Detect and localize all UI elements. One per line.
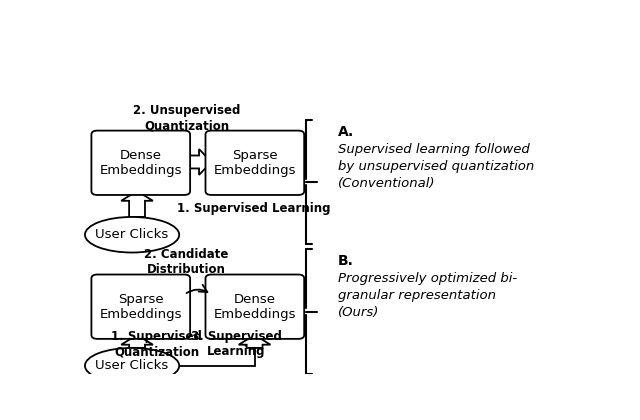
Polygon shape xyxy=(121,191,153,217)
Text: Sparse
Embeddings: Sparse Embeddings xyxy=(99,293,182,321)
Ellipse shape xyxy=(85,348,179,383)
Text: Sparse
Embeddings: Sparse Embeddings xyxy=(214,149,296,177)
Text: 2. Unsupervised
Quantization: 2. Unsupervised Quantization xyxy=(133,104,241,132)
Text: 2. Candidate
Distribution: 2. Candidate Distribution xyxy=(145,248,229,276)
Text: 1. Supervised Learning: 1. Supervised Learning xyxy=(177,202,330,215)
FancyBboxPatch shape xyxy=(92,131,190,195)
Ellipse shape xyxy=(85,217,179,252)
Text: Dense
Embeddings: Dense Embeddings xyxy=(214,293,296,321)
Text: 3. Supervised
Learning: 3. Supervised Learning xyxy=(191,330,282,358)
FancyBboxPatch shape xyxy=(92,275,190,339)
Text: Supervised learning followed
by unsupervised quantization
(Conventional): Supervised learning followed by unsuperv… xyxy=(338,142,534,189)
FancyBboxPatch shape xyxy=(205,131,304,195)
Text: A.: A. xyxy=(338,125,354,139)
FancyBboxPatch shape xyxy=(205,275,304,339)
Text: Dense
Embeddings: Dense Embeddings xyxy=(99,149,182,177)
Polygon shape xyxy=(184,149,211,175)
Polygon shape xyxy=(121,335,153,348)
Text: 1. Supervised
Quantization: 1. Supervised Quantization xyxy=(111,330,202,358)
Text: B.: B. xyxy=(338,254,354,268)
Text: Progressively optimized bi-
granular representation
(Ours): Progressively optimized bi- granular rep… xyxy=(338,272,517,319)
Text: User Clicks: User Clicks xyxy=(95,359,169,372)
Polygon shape xyxy=(239,335,271,348)
Text: User Clicks: User Clicks xyxy=(95,228,169,241)
